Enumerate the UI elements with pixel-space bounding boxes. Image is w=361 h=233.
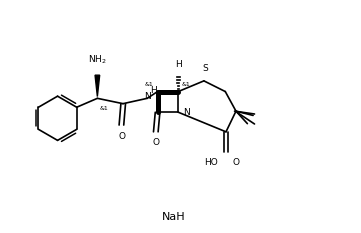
Text: O: O bbox=[118, 132, 125, 141]
Text: H: H bbox=[175, 60, 182, 69]
Text: &1: &1 bbox=[182, 82, 191, 87]
Text: O: O bbox=[232, 158, 239, 167]
Text: N: N bbox=[144, 93, 151, 101]
Polygon shape bbox=[95, 75, 100, 96]
Text: &1: &1 bbox=[144, 82, 153, 87]
Text: O: O bbox=[152, 138, 159, 147]
Text: HO: HO bbox=[204, 158, 218, 167]
Text: NaH: NaH bbox=[162, 212, 185, 222]
Text: &1: &1 bbox=[99, 106, 108, 111]
Text: NH$_2$: NH$_2$ bbox=[88, 54, 107, 66]
Text: H: H bbox=[150, 86, 157, 95]
Text: S: S bbox=[202, 64, 208, 73]
Text: N: N bbox=[183, 108, 190, 117]
